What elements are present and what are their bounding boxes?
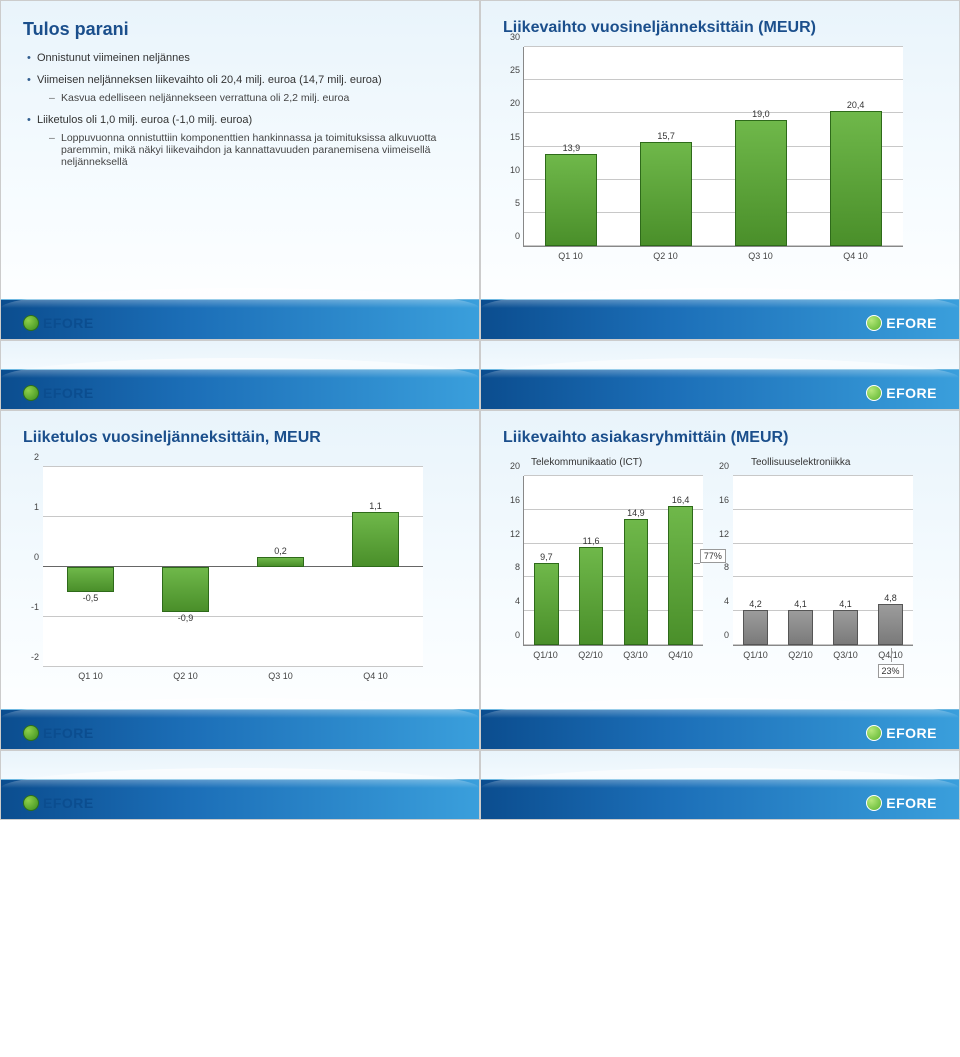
legend-row: Telekommunikaatio (ICT) Teollisuuselektr… xyxy=(531,457,937,468)
slide-title: Tulos parani xyxy=(23,19,457,40)
bullet-text: Liiketulos oli 1,0 milj. euroa (-1,0 mil… xyxy=(37,114,252,126)
segment-chart-right: 0481216204,24,14,14,823% Q1/10Q2/10Q3/10… xyxy=(733,476,913,660)
brand-logo: EFORE xyxy=(866,795,937,811)
legend-right: Teollisuuselektroniikka xyxy=(751,457,851,468)
segment-chart-pair: 0481216209,711,614,916,477% Q1/10Q2/10Q3… xyxy=(523,476,937,660)
oprofit-chart: -2-1012-0,5-0,90,21,1 Q1 10Q2 10Q3 10Q4 … xyxy=(43,467,457,681)
brand-logo: EFORE xyxy=(23,385,94,401)
slide-text: Tulos parani Onnistunut viimeinen neljän… xyxy=(0,0,480,340)
brand-logo: EFORE xyxy=(866,725,937,741)
x-axis-labels: Q1/10Q2/10Q3/10Q4/10 xyxy=(523,646,703,660)
chart-title: Liikevaihto asiakasryhmittäin (MEUR) xyxy=(503,429,937,447)
x-axis-labels: Q1 10Q2 10Q3 10Q4 10 xyxy=(523,247,903,261)
legend-left: Telekommunikaatio (ICT) xyxy=(531,457,721,468)
logo-orb-icon xyxy=(23,385,39,401)
slide-oprofit-chart: Liiketulos vuosineljänneksittäin, MEUR -… xyxy=(0,410,480,750)
brand-text: EFORE xyxy=(43,315,94,331)
bullet-item: Liiketulos oli 1,0 milj. euroa (-1,0 mil… xyxy=(27,114,457,168)
logo-orb-icon xyxy=(23,725,39,741)
chart-area: -2-1012-0,5-0,90,21,1 xyxy=(43,467,423,667)
brand-text: EFORE xyxy=(886,725,937,741)
bullet-list: Onnistunut viimeinen neljännes Viimeisen… xyxy=(27,52,457,168)
brand-logo: EFORE xyxy=(23,795,94,811)
logo-orb-icon xyxy=(866,725,882,741)
brand-logo: EFORE xyxy=(23,725,94,741)
brand-text: EFORE xyxy=(886,795,937,811)
brand-text: EFORE xyxy=(886,315,937,331)
footer-slide: EFORE xyxy=(0,750,480,820)
footer-slide: EFORE xyxy=(0,340,480,410)
chart-area: 0481216209,711,614,916,477% xyxy=(523,476,703,646)
bullet-text: Viimeisen neljänneksen liikevaihto oli 2… xyxy=(37,74,382,86)
sub-bullet: Loppuvuonna onnistuttiin komponenttien h… xyxy=(49,132,457,168)
footer-slide: EFORE xyxy=(480,750,960,820)
logo-orb-icon xyxy=(866,315,882,331)
revenue-chart: 05101520253013,915,719,020,4 Q1 10Q2 10Q… xyxy=(523,47,937,261)
chart-title: Liiketulos vuosineljänneksittäin, MEUR xyxy=(23,429,457,447)
logo-orb-icon xyxy=(866,795,882,811)
logo-orb-icon xyxy=(866,385,882,401)
brand-logo: EFORE xyxy=(866,315,937,331)
footer-slide: EFORE xyxy=(480,340,960,410)
chart-title: Liikevaihto vuosineljänneksittäin (MEUR) xyxy=(503,19,937,37)
slide-revenue-chart: Liikevaihto vuosineljänneksittäin (MEUR)… xyxy=(480,0,960,340)
brand-logo: EFORE xyxy=(866,385,937,401)
slide-segments-chart: Liikevaihto asiakasryhmittäin (MEUR) Tel… xyxy=(480,410,960,750)
chart-area: 0481216204,24,14,14,823% xyxy=(733,476,913,646)
brand-text: EFORE xyxy=(43,725,94,741)
x-axis-labels: Q1/10Q2/10Q3/10Q4/10 xyxy=(733,646,913,660)
chart-area: 05101520253013,915,719,020,4 xyxy=(523,47,903,247)
sub-bullet: Kasvua edelliseen neljännekseen verrattu… xyxy=(49,92,457,104)
bullet-item: Viimeisen neljänneksen liikevaihto oli 2… xyxy=(27,74,457,104)
logo-orb-icon xyxy=(23,315,39,331)
bullet-text: Onnistunut viimeinen neljännes xyxy=(37,52,190,64)
presentation-page: Tulos parani Onnistunut viimeinen neljän… xyxy=(0,0,960,820)
brand-logo: EFORE xyxy=(23,315,94,331)
bullet-item: Onnistunut viimeinen neljännes xyxy=(27,52,457,64)
sub-bullet-text: Kasvua edelliseen neljännekseen verrattu… xyxy=(61,92,349,104)
segment-chart-left: 0481216209,711,614,916,477% Q1/10Q2/10Q3… xyxy=(523,476,703,660)
x-axis-labels: Q1 10Q2 10Q3 10Q4 10 xyxy=(43,667,423,681)
brand-text: EFORE xyxy=(43,385,94,401)
sub-bullet-text: Loppuvuonna onnistuttiin komponenttien h… xyxy=(61,132,436,168)
brand-text: EFORE xyxy=(43,795,94,811)
logo-orb-icon xyxy=(23,795,39,811)
brand-text: EFORE xyxy=(886,385,937,401)
